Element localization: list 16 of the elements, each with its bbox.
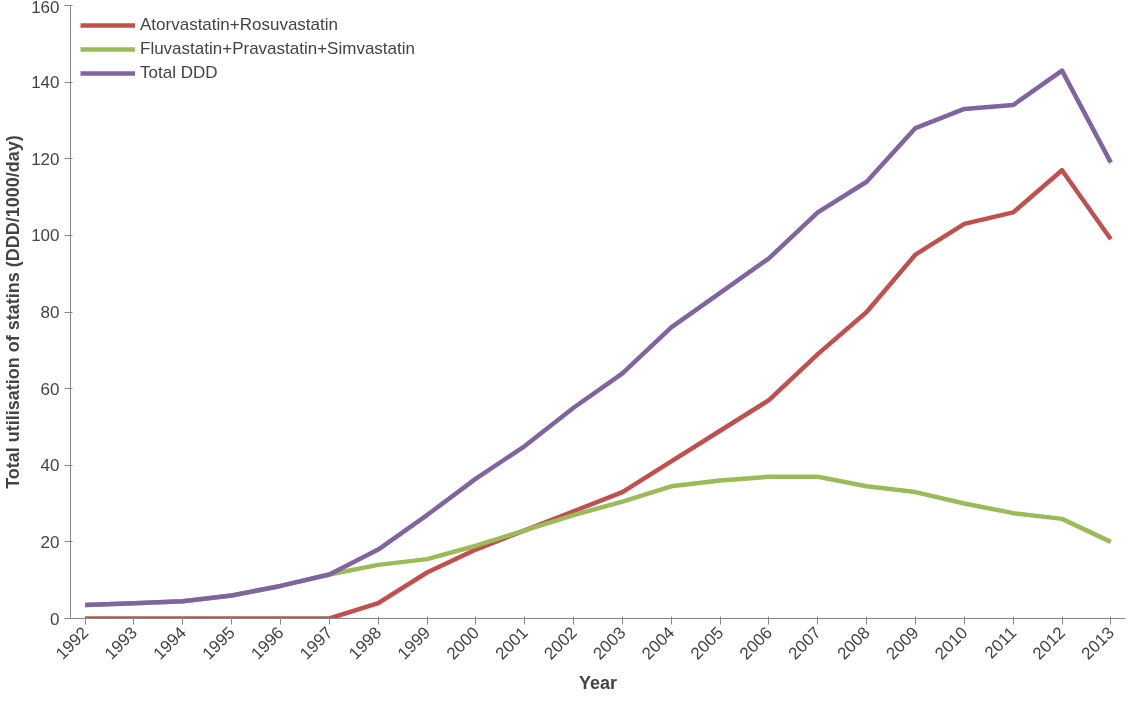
y-tick-label: 0 bbox=[50, 609, 60, 629]
y-tick-label: 160 bbox=[31, 0, 60, 17]
y-axis-title: Total utilisation of statins (DDD/1000/day) bbox=[3, 135, 24, 489]
line-series bbox=[82, 167, 1114, 619]
line-series bbox=[82, 68, 1114, 608]
legend-label: Fluvastatin+Pravastatin+Simvastatin bbox=[140, 39, 415, 59]
y-tick-label: 60 bbox=[40, 379, 60, 399]
y-tick-label: 20 bbox=[40, 532, 60, 552]
y-tick-label: 40 bbox=[40, 456, 60, 476]
y-tick-label: 140 bbox=[31, 73, 60, 93]
x-axis-title: Year bbox=[578, 672, 618, 693]
legend-label: Total DDD bbox=[140, 63, 218, 83]
y-tick-label: 100 bbox=[31, 226, 60, 246]
legend-label: Atorvastatin+Rosuvastatin bbox=[140, 15, 338, 35]
y-tick-label: 120 bbox=[31, 149, 60, 169]
y-tick-label: 80 bbox=[40, 303, 60, 322]
